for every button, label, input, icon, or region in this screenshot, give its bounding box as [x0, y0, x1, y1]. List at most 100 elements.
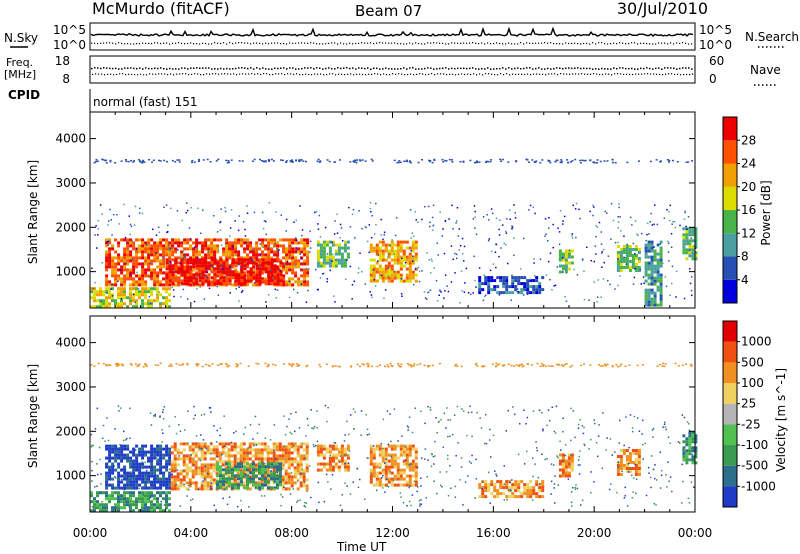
- echo-pixel: [517, 279, 521, 283]
- echo-pixel: [108, 259, 112, 263]
- echo-pixel: [378, 246, 382, 250]
- noise-pixel: [570, 407, 572, 410]
- noise-pixel: [210, 442, 213, 444]
- echo-pixel: [508, 285, 512, 289]
- colorbar-tick-label: 4: [741, 273, 749, 287]
- freq-dot: [622, 67, 624, 69]
- noise-pixel: [455, 455, 457, 457]
- echo-pixel: [325, 450, 329, 454]
- noise-pixel: [384, 289, 387, 291]
- echo-pixel: [520, 276, 524, 280]
- echo-pixel: [255, 250, 259, 254]
- nave-dot: [131, 73, 133, 76]
- echo-pixel: [194, 484, 198, 488]
- noise-pixel: [432, 204, 435, 207]
- echo-pixel: [631, 467, 635, 470]
- echo-pixel: [132, 305, 135, 309]
- echo-pixel: [246, 486, 249, 490]
- echo-pixel: [694, 251, 698, 255]
- noise-pixel: [190, 499, 192, 501]
- echo-pixel: [105, 465, 109, 469]
- nave-dot: [515, 73, 517, 76]
- noise-pixel: [462, 252, 464, 255]
- noise-pixel: [571, 237, 574, 239]
- echo-pixel: [622, 449, 626, 452]
- echo-pixel: [105, 259, 109, 263]
- echo-pixel: [637, 461, 641, 464]
- noise-pixel: [244, 228, 246, 231]
- echo-pixel: [405, 258, 409, 262]
- echo-pixel: [168, 477, 172, 481]
- echo-pixel: [399, 240, 403, 244]
- noise-pixel: [110, 288, 112, 290]
- echo-pixel: [290, 445, 294, 449]
- echo-pixel: [656, 261, 660, 265]
- noise-pixel: [471, 435, 473, 438]
- echo-pixel: [105, 444, 109, 448]
- noise-search-dot: [463, 42, 465, 44]
- freq-dot: [460, 67, 462, 70]
- noise-pixel: [393, 408, 396, 410]
- echo-pixel: [538, 288, 542, 292]
- echo-pixel: [337, 468, 341, 472]
- echo-pixel: [273, 264, 277, 268]
- freq-dot: [514, 67, 516, 70]
- echo-pixel: [228, 483, 231, 487]
- echo-pixel: [108, 283, 112, 287]
- echo-pixel: [174, 261, 178, 265]
- echo-pixel: [171, 264, 175, 268]
- echo-pixel: [147, 506, 150, 510]
- noise-pixel: [689, 282, 692, 285]
- echo-pixel: [168, 287, 171, 291]
- freq-dot: [478, 68, 480, 70]
- echo-pixel: [99, 503, 102, 507]
- echo-pixel: [141, 274, 145, 278]
- echo-pixel: [179, 457, 183, 461]
- echo-pixel: [126, 486, 130, 490]
- noise-pixel: [609, 438, 612, 440]
- noise-pixel: [453, 414, 456, 416]
- echo-pixel: [147, 302, 150, 306]
- echo-pixel: [628, 269, 632, 272]
- echo-pixel: [296, 451, 300, 455]
- echo-pixel: [558, 459, 562, 463]
- noise-pixel: [544, 218, 547, 220]
- echo-pixel: [126, 491, 129, 495]
- echo-pixel: [255, 253, 259, 257]
- echo-pixel: [682, 449, 686, 453]
- echo-pixel: [264, 468, 267, 472]
- freq-dot: [436, 68, 438, 70]
- echo-pixel: [255, 267, 259, 271]
- echo-pixel: [129, 283, 133, 287]
- noise-search-dot: [676, 42, 678, 44]
- noise-pixel: [230, 209, 233, 211]
- colorbar-tick-label: 28: [741, 133, 756, 147]
- band-pixel: [339, 159, 341, 161]
- noise-search-dot: [145, 42, 147, 45]
- echo-pixel: [153, 259, 157, 263]
- echo-pixel: [114, 277, 118, 281]
- echo-pixel: [390, 453, 394, 457]
- echo-pixel: [96, 305, 99, 309]
- echo-pixel: [138, 277, 142, 281]
- echo-pixel: [564, 249, 568, 253]
- echo-pixel: [183, 241, 187, 245]
- echo-pixel: [291, 262, 295, 266]
- noise-pixel: [438, 294, 440, 296]
- echo-pixel: [532, 288, 536, 292]
- echo-pixel: [221, 448, 225, 452]
- echo-pixel: [517, 495, 521, 499]
- echo-pixel: [538, 489, 542, 493]
- echo-pixel: [159, 480, 163, 484]
- noise-pixel: [601, 251, 603, 253]
- noise-pixel: [322, 272, 325, 275]
- noise-pixel: [237, 229, 240, 232]
- echo-pixel: [694, 455, 698, 459]
- echo-pixel: [619, 266, 623, 269]
- echo-pixel: [564, 267, 568, 271]
- noise-search-dot: [604, 43, 606, 45]
- echo-pixel: [245, 454, 249, 458]
- nave-dot: [305, 73, 307, 75]
- echo-pixel: [144, 293, 147, 297]
- echo-pixel: [393, 459, 397, 463]
